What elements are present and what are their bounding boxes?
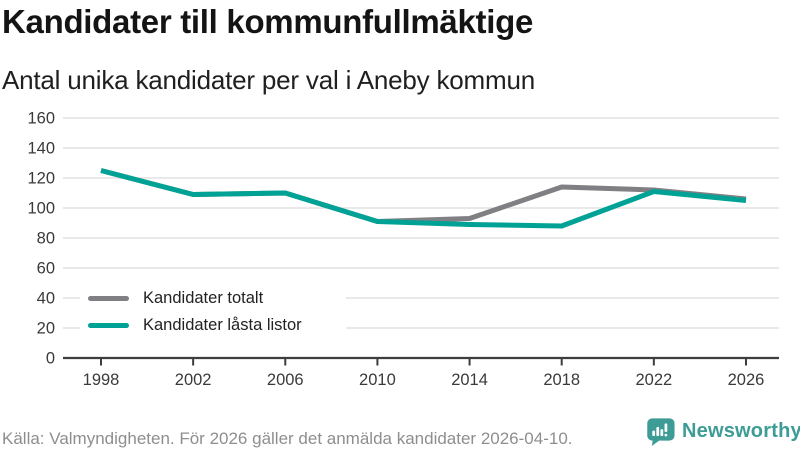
- legend-swatch-lasta-listor: [88, 323, 129, 328]
- newsworthy-logo-icon: [647, 418, 675, 447]
- y-tick-label: 120: [27, 170, 55, 188]
- chart-legend: Kandidater totalt Kandidater låsta listo…: [80, 285, 346, 339]
- line-chart: 0 20 40 60 80 100 120 140 160 1998 2002 2006 2010 201…: [27, 110, 779, 389]
- page-title: Kandidater till kommunfullmäktige: [2, 3, 534, 40]
- x-tick-label: 2010: [359, 371, 396, 389]
- y-tick-label: 0: [46, 350, 55, 368]
- legend-item-lasta-listor: Kandidater låsta listor: [80, 312, 346, 339]
- newsworthy-brand[interactable]: Newsworthy: [645, 416, 800, 447]
- legend-swatch-totalt: [88, 296, 129, 301]
- brand-name: Newsworthy: [682, 420, 800, 442]
- y-tick-label: 40: [37, 290, 55, 308]
- x-tick-label: 1998: [83, 371, 120, 389]
- source-note: Källa: Valmyndigheten. För 2026 gäller d…: [2, 429, 573, 448]
- chart-subtitle: Antal unika kandidater per val i Aneby k…: [2, 65, 535, 95]
- x-tick-label: 2014: [451, 371, 488, 389]
- legend-item-totalt: Kandidater totalt: [80, 285, 346, 312]
- legend-label-lasta-listor: Kandidater låsta listor: [143, 316, 302, 334]
- x-tick-label: 2026: [728, 371, 765, 389]
- series-line-lasta-listor: [100, 168, 747, 229]
- x-tick-label: 2018: [543, 371, 580, 389]
- x-tick-label: 2006: [267, 371, 304, 389]
- y-tick-label: 20: [37, 320, 55, 338]
- y-tick-label: 160: [27, 110, 55, 128]
- y-tick-label: 60: [37, 260, 55, 278]
- legend-label-totalt: Kandidater totalt: [143, 289, 264, 307]
- x-tick-label: 2002: [175, 371, 212, 389]
- x-tick-label: 2022: [635, 371, 672, 389]
- y-tick-label: 100: [27, 200, 55, 218]
- y-tick-label: 80: [37, 230, 55, 248]
- y-tick-label: 140: [27, 140, 55, 158]
